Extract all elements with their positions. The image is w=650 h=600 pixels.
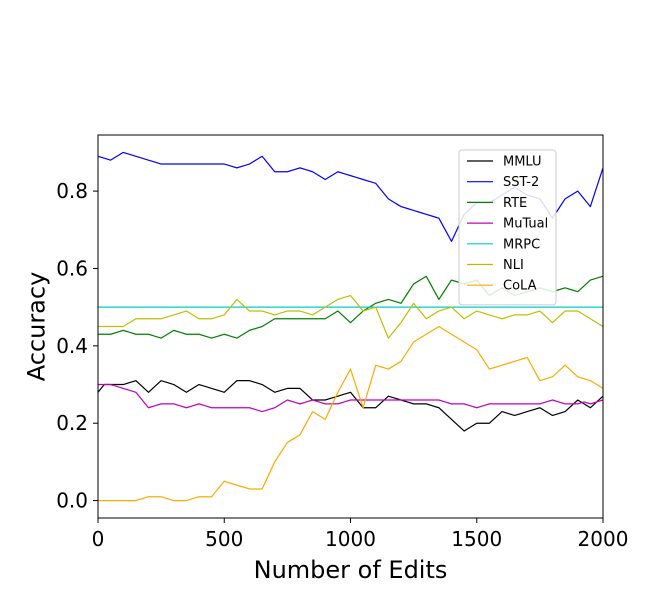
y-tick-label: 0.8 bbox=[56, 179, 88, 203]
x-tick-label: 2000 bbox=[578, 527, 629, 551]
x-tick-label: 1500 bbox=[451, 527, 502, 551]
y-axis: 0.0 0.2 0.4 0.6 0.8 bbox=[56, 179, 98, 513]
y-axis-label: Accuracy bbox=[22, 272, 50, 382]
series-line-mutual bbox=[98, 383, 604, 413]
y-tick-label: 0.6 bbox=[56, 256, 88, 280]
legend-entry: MuTual bbox=[503, 217, 548, 232]
x-axis-label: Number of Edits bbox=[254, 556, 448, 584]
legend-entry: SST-2 bbox=[503, 175, 539, 190]
legend-entry: MMLU bbox=[503, 155, 542, 170]
series-line-nli bbox=[98, 294, 604, 339]
legend-box bbox=[458, 149, 557, 306]
series-line-cola bbox=[98, 325, 604, 502]
legend-entry: NLI bbox=[503, 258, 524, 273]
legend-entry: MRPC bbox=[503, 237, 540, 252]
x-tick-label: 500 bbox=[205, 527, 243, 551]
series-line-mmlu bbox=[97, 380, 604, 432]
legend: MMLU SST-2 RTE MuTual MRPC NLI CoLA bbox=[458, 149, 557, 306]
y-tick-label: 0.2 bbox=[56, 411, 88, 435]
y-tick-label: 0.4 bbox=[56, 334, 88, 358]
legend-entry: RTE bbox=[503, 196, 527, 211]
series-lines bbox=[97, 151, 604, 502]
x-tick-label: 0 bbox=[92, 527, 105, 551]
x-axis: 0 500 1000 1500 2000 bbox=[92, 518, 629, 551]
x-tick-label: 1000 bbox=[325, 527, 376, 551]
legend-entry: CoLA bbox=[503, 279, 537, 294]
y-tick-label: 0.0 bbox=[56, 489, 88, 513]
